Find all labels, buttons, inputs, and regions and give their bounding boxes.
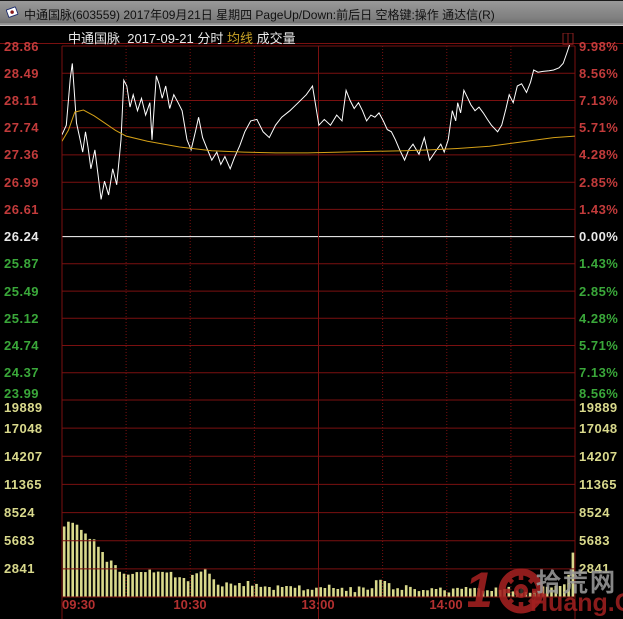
svg-text:1: 1: [468, 563, 493, 618]
